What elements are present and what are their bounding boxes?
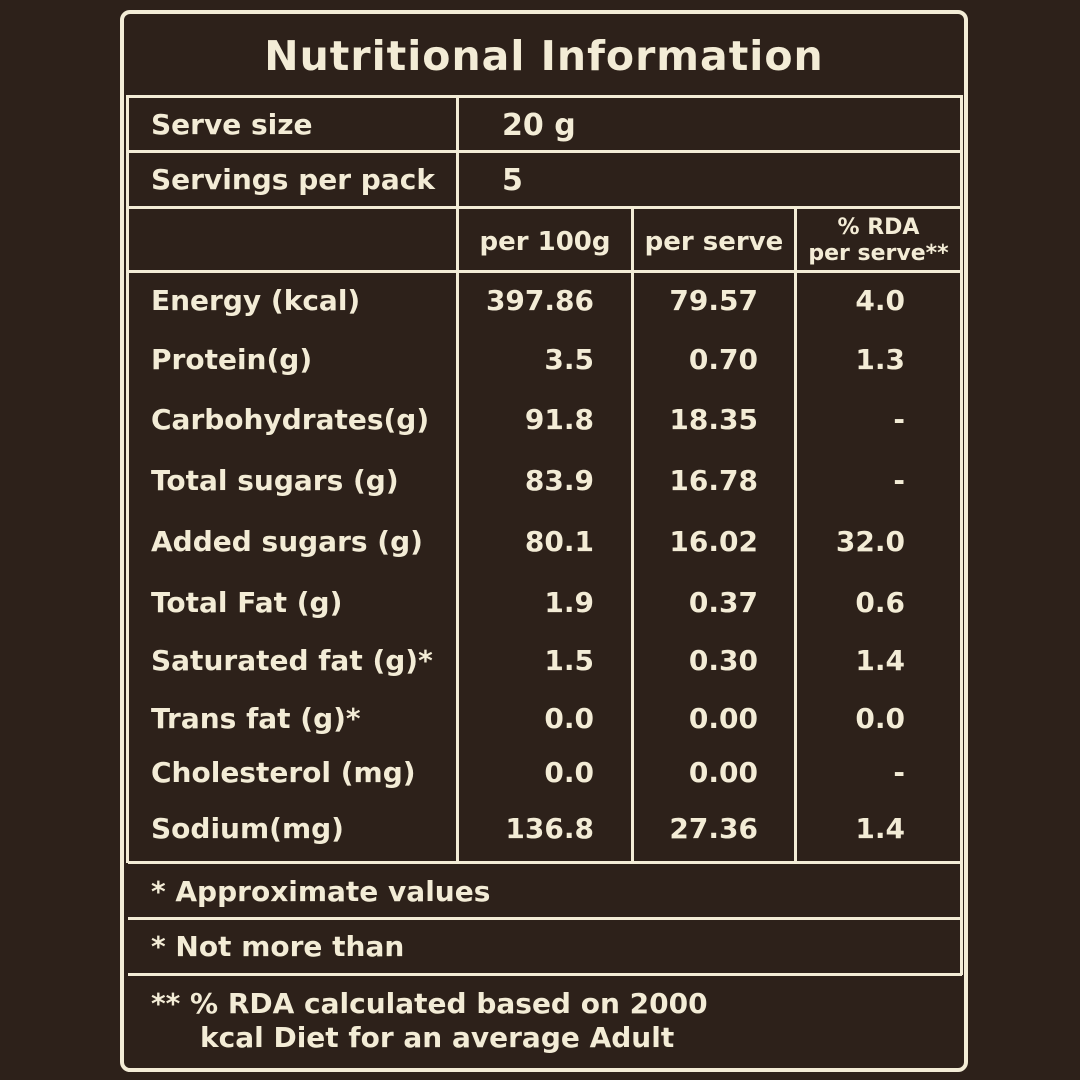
value-rda: 0.0 — [855, 702, 905, 735]
value-rda: 32.0 — [835, 525, 905, 558]
nutrient-label: Total Fat (g) — [151, 586, 343, 619]
divider — [128, 270, 962, 273]
footnote-not-more-than: * Not more than — [151, 930, 405, 963]
divider — [631, 206, 634, 863]
divider — [128, 973, 962, 976]
value-per-100g: 136.8 — [505, 812, 594, 845]
value-rda: - — [893, 464, 905, 497]
divider — [128, 917, 962, 920]
servings-per-pack-label: Servings per pack — [151, 163, 435, 196]
nutrient-label: Trans fat (g)* — [151, 702, 361, 735]
value-per-serve: 16.02 — [669, 525, 758, 558]
nutrition-panel — [120, 10, 968, 1072]
nutrient-label: Carbohydrates(g) — [151, 403, 430, 436]
value-rda: 1.4 — [855, 644, 905, 677]
value-per-serve: 27.36 — [669, 812, 758, 845]
column-header-rda-sub: per serve** — [808, 241, 949, 266]
nutrient-label: Total sugars (g) — [151, 464, 399, 497]
value-per-serve: 79.57 — [669, 284, 758, 317]
divider — [128, 95, 962, 98]
column-header-per-100g: per 100g — [479, 227, 611, 257]
value-rda: - — [893, 403, 905, 436]
nutrient-label: Saturated fat (g)* — [151, 644, 433, 677]
value-per-100g: 80.1 — [524, 525, 594, 558]
value-per-serve: 0.30 — [688, 644, 758, 677]
value-rda: 1.3 — [855, 343, 905, 376]
nutrient-label: Protein(g) — [151, 343, 313, 376]
value-rda: - — [893, 756, 905, 789]
value-per-100g: 1.5 — [544, 644, 594, 677]
footnote-rda-cont: kcal Diet for an average Adult — [200, 1021, 675, 1054]
value-per-100g: 0.0 — [544, 756, 594, 789]
value-per-100g: 3.5 — [544, 343, 594, 376]
serve-size-value: 20 g — [502, 108, 576, 143]
value-per-serve: 0.00 — [688, 702, 758, 735]
footnote-rda: ** % RDA calculated based on 2000 — [151, 987, 708, 1020]
divider — [128, 206, 962, 209]
value-per-100g: 91.8 — [524, 403, 594, 436]
value-per-100g: 0.0 — [544, 702, 594, 735]
servings-per-pack-value: 5 — [502, 163, 523, 198]
value-rda: 0.6 — [855, 586, 905, 619]
nutrient-label: Added sugars (g) — [151, 525, 423, 558]
value-per-serve: 0.70 — [688, 343, 758, 376]
page-title: Nutritional Information — [264, 32, 824, 80]
divider — [960, 95, 963, 975]
footnote-approximate: * Approximate values — [151, 875, 491, 908]
divider — [128, 150, 962, 153]
value-per-100g: 397.86 — [485, 284, 594, 317]
value-per-serve: 16.78 — [669, 464, 758, 497]
divider — [794, 206, 797, 863]
value-per-serve: 0.00 — [688, 756, 758, 789]
nutrient-label: Energy (kcal) — [151, 284, 361, 317]
value-rda: 1.4 — [855, 812, 905, 845]
column-header-per-serve: per serve — [644, 227, 784, 257]
nutrient-label: Cholesterol (mg) — [151, 756, 416, 789]
value-per-100g: 1.9 — [544, 586, 594, 619]
value-rda: 4.0 — [855, 284, 905, 317]
value-per-serve: 18.35 — [669, 403, 758, 436]
serve-size-label: Serve size — [151, 108, 313, 141]
divider — [128, 861, 962, 864]
value-per-100g: 83.9 — [524, 464, 594, 497]
divider — [126, 95, 129, 863]
nutrient-label: Sodium(mg) — [151, 812, 344, 845]
divider — [456, 95, 459, 863]
column-header-rda: % RDA — [837, 215, 920, 240]
value-per-serve: 0.37 — [688, 586, 758, 619]
